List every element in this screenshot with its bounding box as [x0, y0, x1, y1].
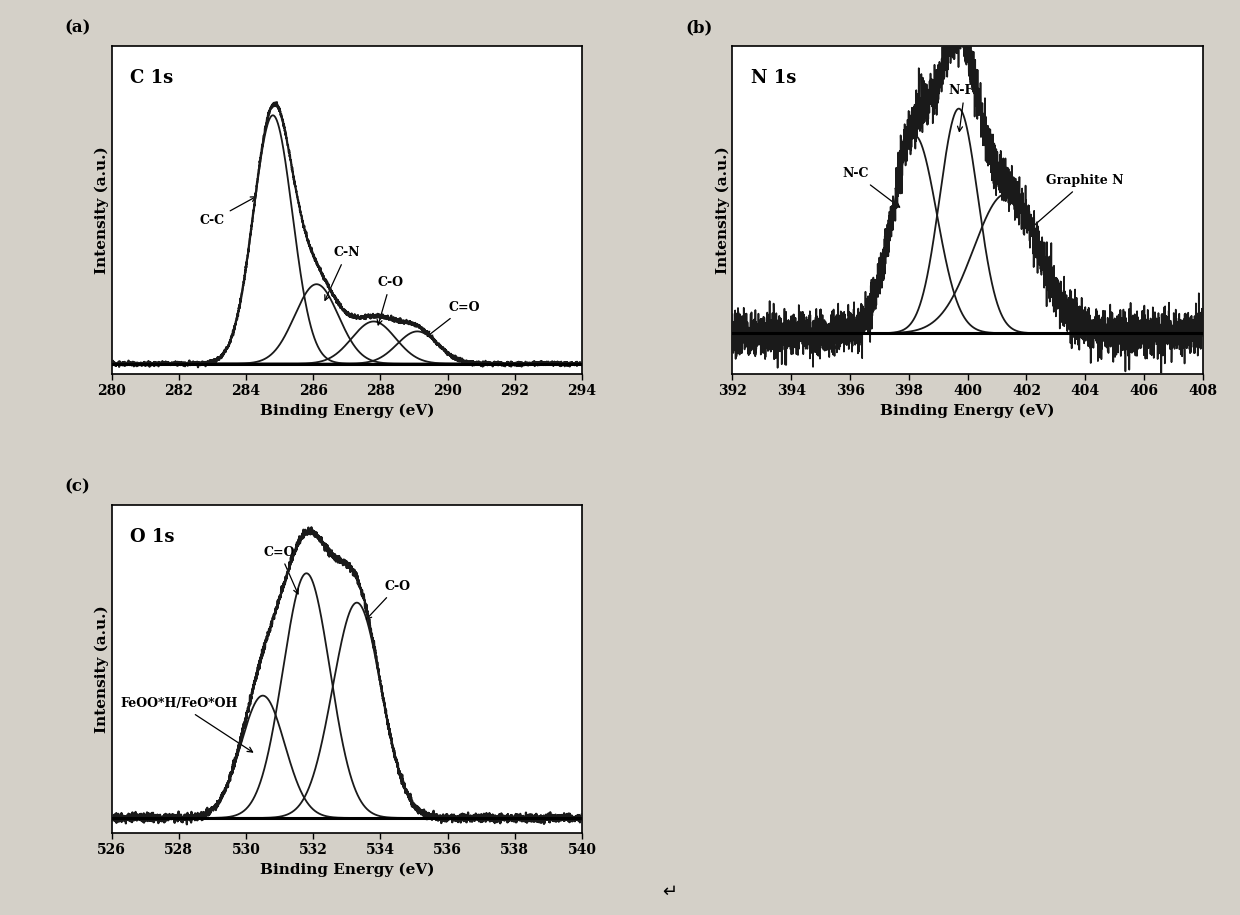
X-axis label: Binding Energy (eV): Binding Energy (eV) — [259, 404, 434, 418]
Text: C=O: C=O — [264, 545, 299, 594]
Y-axis label: Intensity (a.u.): Intensity (a.u.) — [94, 605, 109, 733]
Text: C-C: C-C — [200, 197, 255, 227]
Text: FeOO*H/FeO*OH: FeOO*H/FeO*OH — [120, 697, 253, 752]
Text: C 1s: C 1s — [130, 69, 174, 87]
Y-axis label: Intensity (a.u.): Intensity (a.u.) — [94, 145, 109, 274]
Text: (b): (b) — [686, 19, 713, 36]
Y-axis label: Intensity (a.u.): Intensity (a.u.) — [715, 145, 729, 274]
Text: (c): (c) — [64, 478, 91, 495]
Text: N-C: N-C — [843, 167, 900, 207]
Text: O 1s: O 1s — [130, 528, 175, 545]
X-axis label: Binding Energy (eV): Binding Energy (eV) — [259, 863, 434, 877]
X-axis label: Binding Energy (eV): Binding Energy (eV) — [880, 404, 1055, 418]
Text: C-O: C-O — [367, 580, 410, 619]
Text: C-N: C-N — [325, 246, 360, 300]
Text: ↵: ↵ — [662, 883, 677, 901]
Text: Graphite N: Graphite N — [1029, 174, 1123, 230]
Text: C-O: C-O — [377, 276, 403, 325]
Text: N 1s: N 1s — [751, 69, 796, 87]
Text: (a): (a) — [64, 19, 91, 36]
Text: N-Fe: N-Fe — [949, 84, 981, 132]
Text: C=O: C=O — [428, 301, 480, 337]
